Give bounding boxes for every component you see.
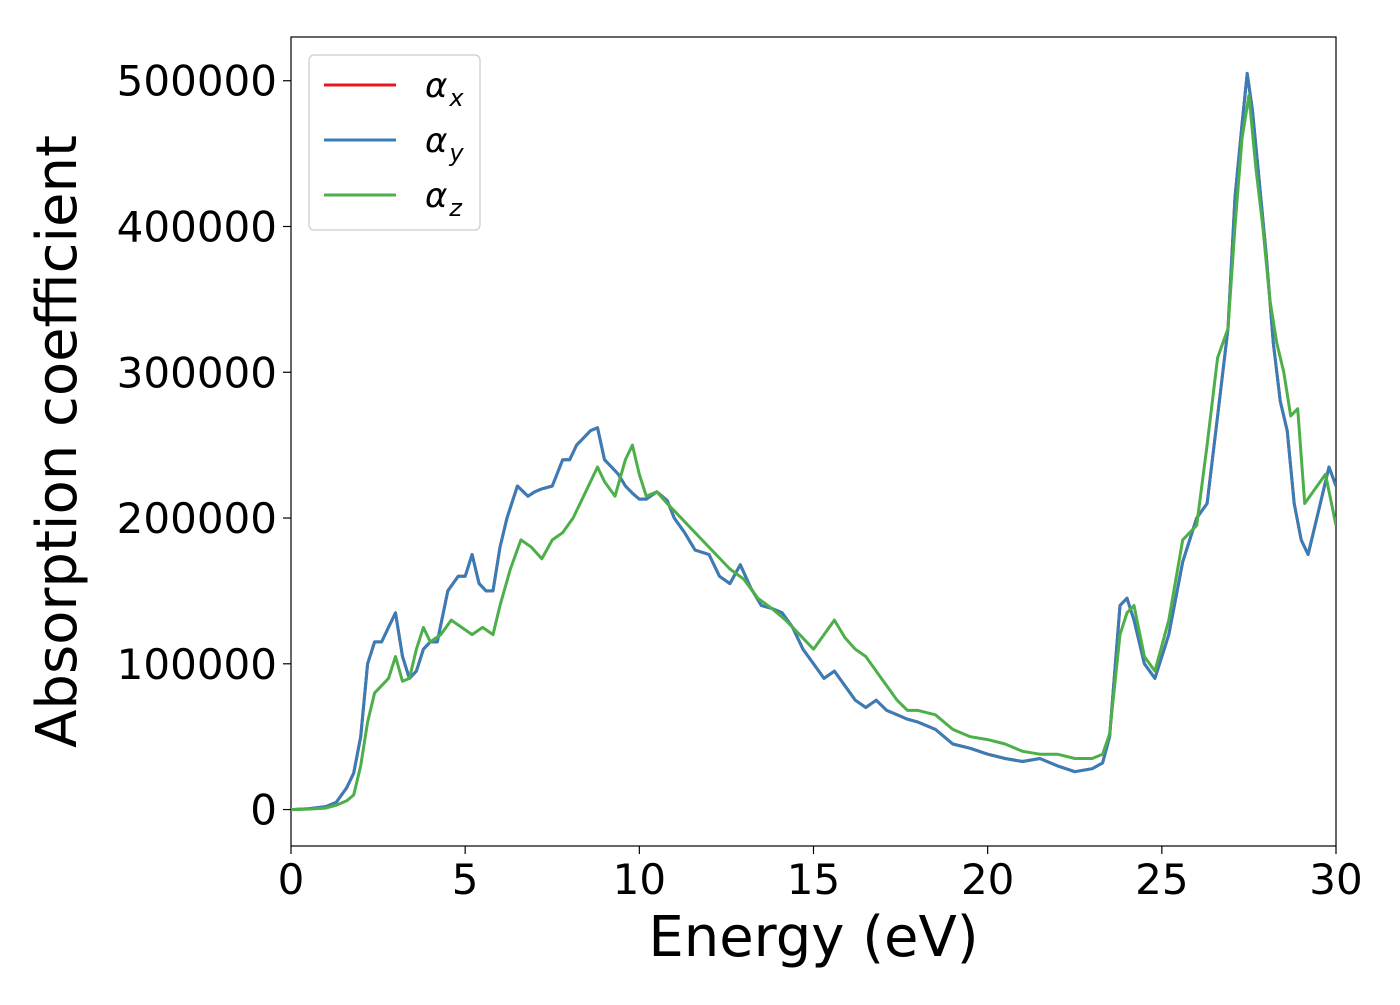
x-tick-label: 0: [278, 855, 305, 904]
y-tick-label: 200000: [117, 494, 277, 543]
x-tick-label: 30: [1309, 855, 1362, 904]
legend-label-subscript: z: [448, 194, 463, 222]
y-axis-title: Absorption coefficient: [25, 135, 90, 748]
y-tick-label: 300000: [117, 348, 277, 397]
x-tick-label: 20: [961, 855, 1014, 904]
x-tick-label: 15: [787, 855, 840, 904]
series-lines: [291, 71, 1336, 812]
legend-box: [308, 54, 481, 231]
x-axis-title: Energy (eV): [648, 905, 978, 970]
y-tick-label: 400000: [117, 202, 277, 251]
ticks: 0 5 10 15 20 25 30 0 100000 200000 300000 400000 500…: [117, 57, 1363, 904]
series-line-z: [291, 93, 1336, 812]
y-tick-label: 500000: [117, 57, 277, 106]
legend-label-subscript: x: [448, 84, 464, 112]
y-tick-label: 0: [250, 786, 277, 835]
x-tick-label: 25: [1135, 855, 1188, 904]
x-tick-label: 10: [613, 855, 666, 904]
legend-label-subscript: y: [448, 139, 464, 167]
x-tick-label: 5: [452, 855, 479, 904]
y-tick-label: 100000: [117, 640, 277, 689]
